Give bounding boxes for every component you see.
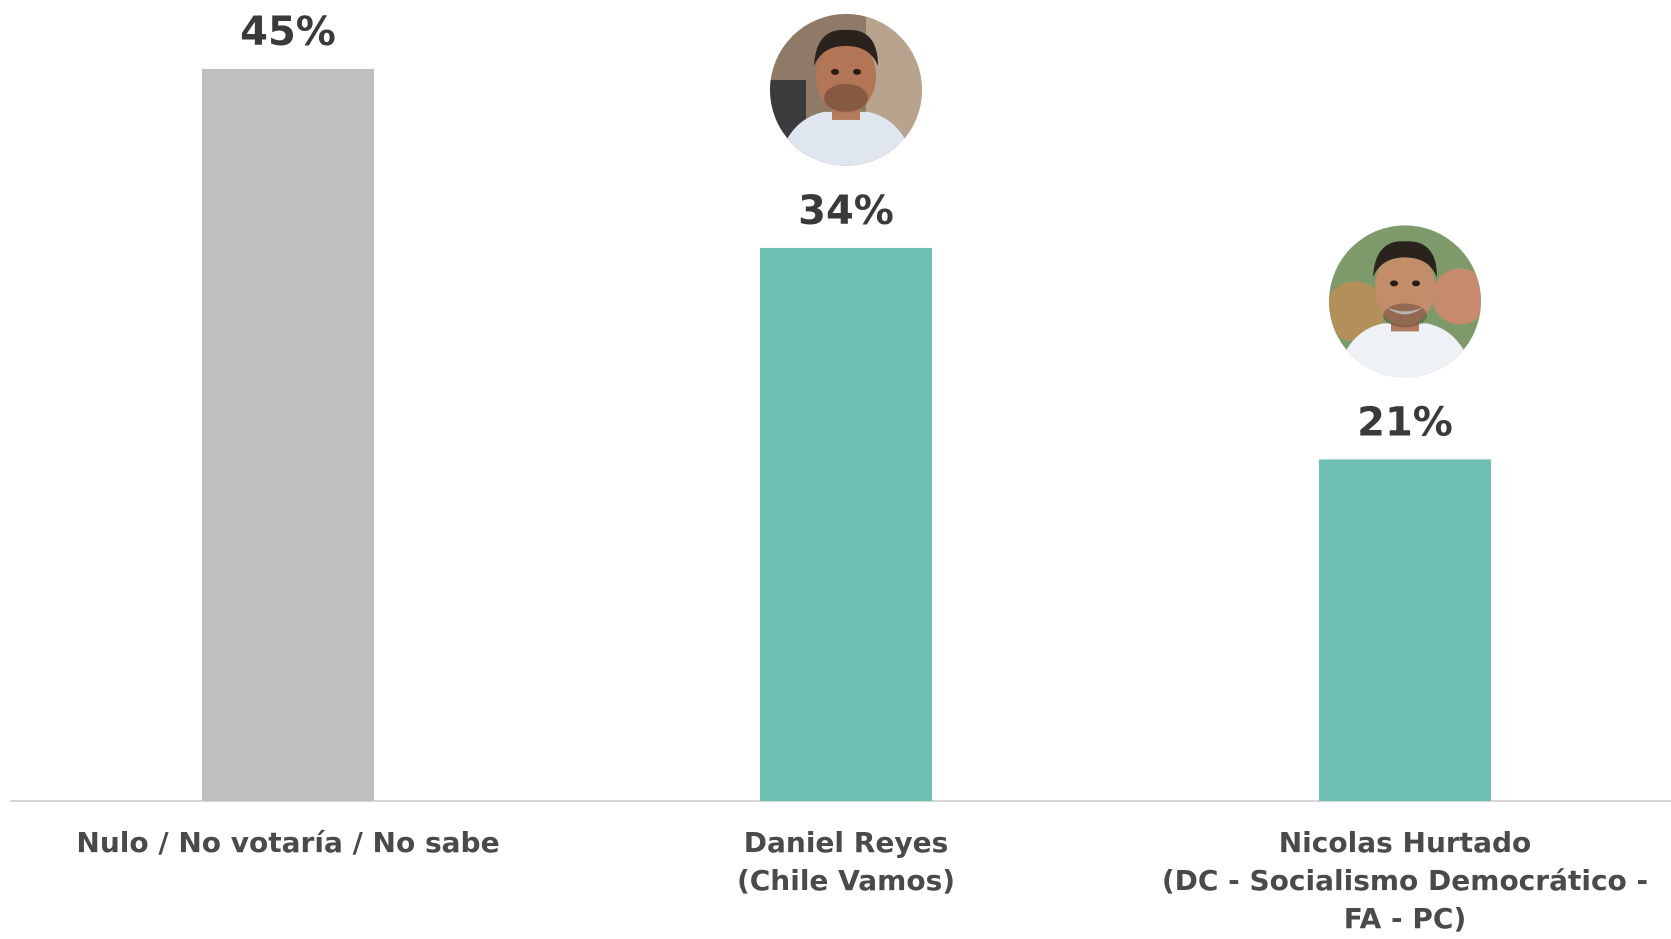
- value-label-3: 21%: [1357, 399, 1453, 445]
- category-label-1-line-1: Nulo / No votaría / No sabe: [76, 826, 499, 859]
- value-label-2: 34%: [798, 188, 894, 234]
- value-label-1: 45%: [240, 9, 336, 55]
- daniel-reyes-photo-icon: [770, 13, 922, 166]
- category-label-2-line-1: Daniel Reyes: [744, 826, 948, 859]
- category-label-3-line-3: FA - PC): [1344, 902, 1467, 935]
- bar-3: [1319, 459, 1491, 801]
- bar-1: [202, 69, 374, 801]
- labels-layer: 45% Nulo / No votaría / No sabe 34% Daniel …: [76, 9, 1648, 935]
- category-label-3-line-2: (DC - Socialismo Democrático -: [1162, 864, 1648, 897]
- bar-2: [760, 247, 932, 801]
- bars-layer: [202, 69, 1491, 801]
- nicolas-hurtado-photo-icon: [1329, 225, 1481, 378]
- category-label-2-line-2: (Chile Vamos): [737, 864, 955, 897]
- category-label-3-line-1: Nicolas Hurtado: [1279, 826, 1532, 859]
